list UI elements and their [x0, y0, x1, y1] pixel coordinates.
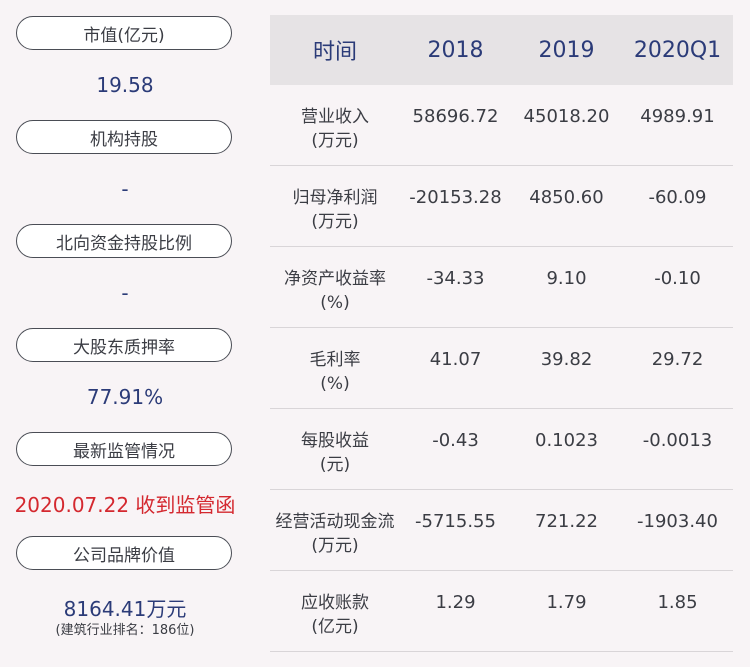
table-cell: 4850.60: [529, 187, 604, 208]
table-cell: -34.33: [426, 268, 485, 289]
northbound-ratio-label: 北向资金持股比例: [16, 224, 232, 258]
financial-table: 时间 2018 2019 2020Q1 营业收入 (万元) 58696.72 45…: [270, 15, 733, 652]
table-cell: 721.22: [535, 511, 598, 532]
table-cell: 1.79: [546, 592, 587, 613]
regulation-status-value: 2020.07.22 收到监管函: [14, 493, 236, 517]
left-summary-panel: 市值(亿元) 19.58 机构持股 - 北向资金持股比例 - 大股东质押率 77…: [0, 0, 250, 667]
table-cell: -0.43: [432, 430, 479, 451]
row-label-main: 应收账款: [301, 593, 369, 613]
header-2020q1: 2020Q1: [633, 37, 722, 63]
northbound-ratio-value: -: [121, 281, 129, 305]
table-row: 经营活动现金流 (万元) -5715.55 721.22 -1903.40: [270, 490, 733, 571]
row-label-main: 每股收益: [301, 431, 369, 451]
table-cell: -20153.28: [409, 187, 502, 208]
pledge-ratio-value: 77.91%: [86, 385, 164, 409]
row-label-unit: (元): [319, 455, 351, 475]
table-cell: 45018.20: [523, 106, 610, 127]
row-label-unit: (%): [320, 374, 350, 394]
row-label-unit: (亿元): [311, 617, 359, 637]
row-label-main: 归母净利润: [292, 188, 378, 208]
regulation-status-label: 最新监管情况: [16, 432, 232, 466]
table-row: 每股收益 (元) -0.43 0.1023 -0.0013: [270, 409, 733, 490]
table-cell: 0.1023: [535, 430, 598, 451]
table-cell: 4989.91: [640, 106, 715, 127]
brand-value-value: 8164.41万元: [63, 597, 187, 621]
institution-holding-label: 机构持股: [16, 120, 232, 154]
row-label-unit: (万元): [311, 212, 359, 232]
header-2019: 2019: [538, 37, 595, 63]
table-cell: 29.72: [651, 349, 704, 370]
row-label-main: 经营活动现金流: [275, 512, 395, 532]
row-label-unit: (%): [320, 293, 350, 313]
row-label-main: 营业收入: [301, 107, 369, 127]
row-label: 每股收益 (元): [270, 409, 400, 489]
row-label-main: 净资产收益率: [284, 269, 386, 289]
table-row: 毛利率 (%) 41.07 39.82 29.72: [270, 328, 733, 409]
row-label: 应收账款 (亿元): [270, 571, 400, 651]
row-label: 营业收入 (万元): [270, 85, 400, 165]
table-cell: 58696.72: [412, 106, 499, 127]
row-label: 经营活动现金流 (万元): [270, 490, 400, 570]
table-row: 净资产收益率 (%) -34.33 9.10 -0.10: [270, 247, 733, 328]
table-cell: 1.85: [657, 592, 698, 613]
pledge-ratio-label: 大股东质押率: [16, 328, 232, 362]
header-time: 时间: [312, 40, 357, 65]
brand-rank-note: (建筑行业排名：186位): [55, 623, 195, 638]
table-cell: -0.10: [654, 268, 701, 289]
table-cell: -60.09: [648, 187, 707, 208]
row-label-unit: (万元): [311, 131, 359, 151]
header-2018: 2018: [427, 37, 484, 63]
row-label-unit: (万元): [311, 536, 359, 556]
table-cell: 41.07: [429, 349, 482, 370]
table-cell: -1903.40: [637, 511, 718, 532]
brand-value-label: 公司品牌价值: [16, 536, 232, 570]
table-cell: 39.82: [540, 349, 593, 370]
row-label: 毛利率 (%): [270, 328, 400, 408]
table-cell: -5715.55: [415, 511, 496, 532]
institution-holding-value: -: [121, 177, 129, 201]
market-cap-label: 市值(亿元): [16, 16, 232, 50]
table-header: 时间 2018 2019 2020Q1: [270, 15, 733, 85]
row-label: 净资产收益率 (%): [270, 247, 400, 327]
table-row: 应收账款 (亿元) 1.29 1.79 1.85: [270, 571, 733, 652]
table-cell: -0.0013: [642, 430, 713, 451]
table-cell: 1.29: [435, 592, 476, 613]
row-label-main: 毛利率: [309, 350, 361, 370]
table-row: 归母净利润 (万元) -20153.28 4850.60 -60.09: [270, 166, 733, 247]
market-cap-value: 19.58: [96, 73, 154, 97]
row-label: 归母净利润 (万元): [270, 166, 400, 246]
table-row: 营业收入 (万元) 58696.72 45018.20 4989.91: [270, 85, 733, 166]
table-cell: 9.10: [546, 268, 587, 289]
